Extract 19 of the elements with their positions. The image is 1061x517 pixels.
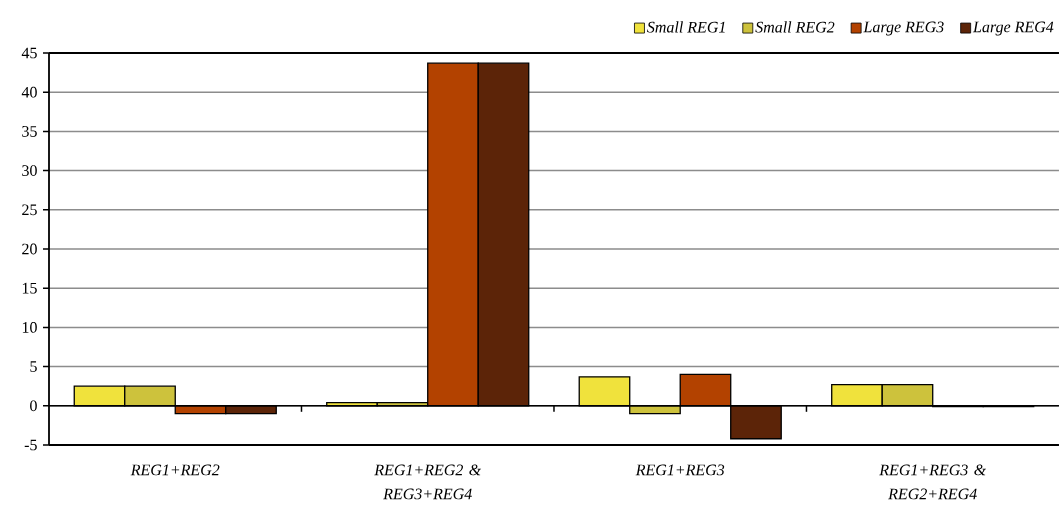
y-tick-label: -5 [24,439,37,451]
x-tick-label: REG1+REG3 [635,464,725,476]
y-tick-label: 40 [21,86,37,98]
x-tick-label: REG1+REG3 & REG2+REG4 [879,464,987,500]
y-tick-label: 20 [22,243,37,255]
x-tick-label: REG1+REG2 & REG3+REG4 [374,464,482,500]
legend-label: Small REG1 [647,21,725,33]
y-tick-label: 5 [30,361,37,372]
y-tick-label: 0 [30,400,37,412]
x-tick-label: REG1+REG2 [130,464,220,476]
y-tick-label: 15 [22,282,37,294]
y-tick-label: 45 [21,47,37,59]
y-tick-label: 25 [22,204,37,216]
y-tick-label: 30 [22,165,37,176]
legend-label: Large REG3 [863,21,944,36]
y-tick-label: 10 [22,322,37,333]
y-tick-label: 35 [22,126,37,137]
legend-label: Small REG2 [755,21,835,33]
legend-label: Large REG4 [972,21,1054,36]
